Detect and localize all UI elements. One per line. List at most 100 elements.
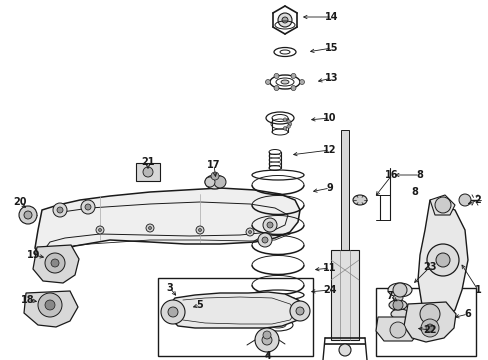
Text: 3: 3: [166, 283, 173, 293]
Bar: [136, 163, 160, 181]
Circle shape: [210, 172, 219, 180]
Circle shape: [196, 226, 203, 234]
Text: 21: 21: [141, 157, 154, 167]
Ellipse shape: [281, 80, 288, 84]
Circle shape: [295, 307, 304, 315]
Text: 24: 24: [323, 285, 336, 295]
Text: 6: 6: [464, 309, 470, 319]
Circle shape: [19, 206, 37, 224]
Text: 8: 8: [416, 170, 423, 180]
Text: 18: 18: [21, 295, 35, 305]
Ellipse shape: [392, 295, 402, 301]
Bar: [340, 130, 348, 250]
Ellipse shape: [183, 305, 197, 315]
Circle shape: [283, 126, 286, 130]
Text: 11: 11: [323, 263, 336, 273]
Polygon shape: [375, 317, 419, 341]
Circle shape: [142, 167, 153, 177]
Text: 2: 2: [474, 195, 480, 205]
Circle shape: [338, 344, 350, 356]
Ellipse shape: [352, 195, 366, 205]
Circle shape: [299, 80, 304, 85]
Circle shape: [286, 125, 290, 128]
Polygon shape: [33, 245, 79, 283]
Text: 9: 9: [326, 183, 333, 193]
Circle shape: [283, 118, 286, 121]
Circle shape: [204, 177, 215, 187]
Circle shape: [287, 122, 291, 126]
Circle shape: [286, 120, 290, 123]
Circle shape: [45, 253, 65, 273]
Circle shape: [81, 200, 95, 214]
Text: 13: 13: [325, 73, 338, 83]
Circle shape: [266, 222, 272, 228]
Text: 8: 8: [411, 187, 418, 197]
Text: 10: 10: [323, 113, 336, 123]
Circle shape: [85, 204, 91, 210]
Circle shape: [248, 230, 251, 234]
Circle shape: [258, 233, 271, 247]
Circle shape: [148, 226, 151, 230]
Circle shape: [289, 301, 309, 321]
Circle shape: [435, 253, 449, 267]
Circle shape: [57, 207, 63, 213]
Circle shape: [263, 331, 270, 339]
Polygon shape: [168, 292, 302, 328]
Circle shape: [146, 224, 154, 232]
Text: 12: 12: [323, 145, 336, 155]
Text: 1: 1: [474, 285, 480, 295]
Ellipse shape: [390, 309, 408, 319]
Text: 19: 19: [27, 250, 41, 260]
Circle shape: [53, 203, 67, 217]
Ellipse shape: [387, 283, 411, 297]
Polygon shape: [35, 188, 299, 258]
Circle shape: [198, 229, 201, 231]
Ellipse shape: [204, 175, 224, 189]
Ellipse shape: [388, 300, 406, 310]
Circle shape: [38, 293, 62, 317]
Circle shape: [282, 17, 287, 23]
Circle shape: [290, 73, 295, 78]
Text: 7: 7: [386, 291, 392, 301]
Bar: [158, 278, 312, 356]
Polygon shape: [403, 302, 455, 342]
Circle shape: [96, 226, 104, 234]
Circle shape: [214, 176, 225, 188]
Circle shape: [263, 218, 276, 232]
Text: 14: 14: [325, 12, 338, 22]
Text: 22: 22: [423, 325, 436, 335]
Polygon shape: [24, 291, 78, 327]
Circle shape: [24, 211, 32, 219]
Text: 4: 4: [264, 351, 271, 360]
Circle shape: [161, 300, 184, 324]
Circle shape: [290, 86, 295, 91]
Circle shape: [392, 283, 406, 297]
Circle shape: [262, 335, 271, 345]
Circle shape: [425, 324, 433, 332]
Circle shape: [273, 73, 279, 78]
Circle shape: [273, 86, 279, 91]
Circle shape: [168, 307, 178, 317]
Text: 5: 5: [196, 300, 203, 310]
Circle shape: [278, 13, 291, 27]
Text: 20: 20: [13, 197, 27, 207]
Circle shape: [434, 197, 450, 213]
Circle shape: [45, 300, 55, 310]
Circle shape: [419, 304, 439, 324]
Circle shape: [389, 322, 405, 338]
Circle shape: [265, 80, 270, 85]
Circle shape: [245, 228, 253, 236]
Circle shape: [254, 328, 279, 352]
Polygon shape: [429, 195, 454, 215]
Ellipse shape: [269, 322, 285, 328]
Polygon shape: [417, 200, 467, 318]
Text: 23: 23: [423, 262, 436, 272]
Circle shape: [98, 229, 102, 231]
Circle shape: [420, 319, 438, 337]
Text: 17: 17: [207, 160, 220, 170]
Circle shape: [458, 194, 470, 206]
Circle shape: [392, 300, 402, 310]
Bar: [375, 288, 475, 356]
Circle shape: [262, 237, 267, 243]
Text: 15: 15: [325, 43, 338, 53]
